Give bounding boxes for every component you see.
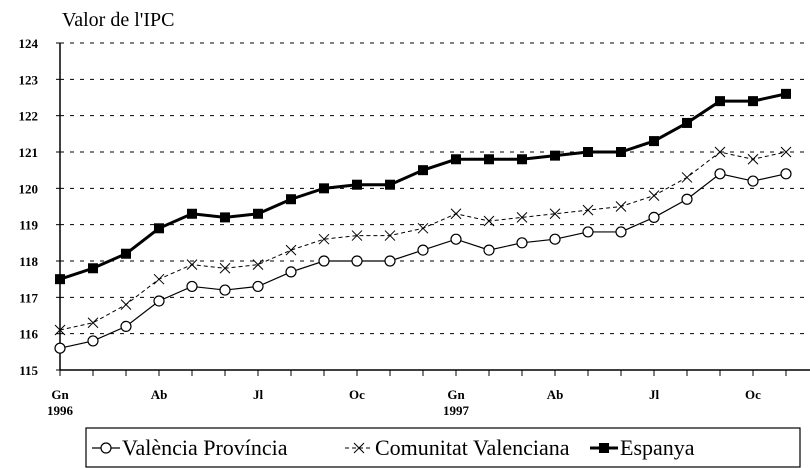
point	[54, 324, 66, 336]
point	[715, 96, 725, 107]
x-tick-label: Ab	[151, 387, 168, 402]
y-tick-label: 116	[19, 327, 38, 342]
point	[550, 150, 560, 161]
point	[385, 179, 395, 190]
point	[516, 212, 528, 223]
point	[318, 255, 330, 267]
point	[681, 172, 693, 183]
legend	[85, 427, 801, 468]
point	[286, 194, 296, 205]
point	[780, 146, 792, 158]
point	[648, 190, 660, 201]
point	[747, 153, 759, 165]
legend-marker	[100, 442, 112, 454]
point	[649, 136, 659, 147]
point	[87, 317, 99, 329]
point	[252, 280, 264, 293]
legend-label: València Província	[122, 435, 288, 460]
point	[285, 244, 297, 256]
point	[780, 168, 792, 180]
point	[450, 208, 462, 220]
point	[549, 208, 561, 220]
point	[220, 212, 230, 223]
x-tick-label: Gn	[51, 387, 69, 402]
point	[186, 280, 198, 293]
legend-label: Espanya	[620, 435, 695, 460]
point	[318, 233, 330, 245]
point	[450, 233, 462, 245]
point	[384, 230, 396, 241]
point	[582, 226, 594, 238]
point	[483, 215, 495, 227]
point	[418, 165, 428, 176]
point	[484, 154, 494, 165]
point	[582, 204, 594, 216]
point	[54, 342, 66, 354]
point	[615, 226, 627, 238]
point	[583, 147, 593, 157]
x-tick-label: Ab	[547, 387, 564, 402]
legend-label: Comunitat Valenciana	[375, 435, 570, 460]
point	[351, 230, 363, 241]
x-tick-label: Jl	[649, 387, 660, 402]
point	[351, 255, 363, 267]
point	[352, 179, 362, 190]
point	[451, 154, 461, 165]
point	[517, 154, 527, 165]
point	[87, 335, 99, 347]
point	[516, 237, 528, 249]
point	[120, 299, 132, 310]
point	[417, 222, 429, 234]
point	[483, 244, 495, 256]
point	[714, 168, 726, 180]
point	[714, 146, 726, 158]
point	[285, 266, 297, 278]
point	[748, 96, 758, 107]
y-tick-label: 121	[19, 145, 39, 160]
point	[616, 147, 626, 157]
point	[648, 211, 660, 223]
point	[747, 175, 759, 187]
point	[153, 273, 165, 285]
y-tick-label: 122	[19, 109, 39, 124]
series-line	[59, 151, 787, 331]
y-axis-title: Valor de l'IPC	[62, 9, 174, 31]
point	[384, 255, 396, 267]
y-tick-label: 124	[19, 36, 39, 51]
legend-marker	[353, 442, 365, 454]
x-tick-label: Jl	[253, 387, 264, 402]
point	[681, 193, 693, 205]
point	[186, 259, 198, 270]
x-tick-label: Oc	[745, 387, 761, 402]
x-tick-label: Gn	[447, 387, 465, 402]
point	[417, 244, 429, 256]
y-tick-label: 120	[19, 181, 39, 196]
y-tick-label: 115	[19, 363, 38, 378]
point	[253, 208, 263, 219]
point	[55, 274, 65, 285]
y-tick-label: 123	[19, 72, 39, 87]
point	[781, 88, 791, 99]
point	[219, 284, 231, 296]
point	[120, 320, 132, 332]
point	[88, 263, 98, 274]
y-tick-label: 118	[19, 254, 38, 269]
point	[121, 248, 131, 259]
x-tick-year: 1997	[443, 403, 470, 418]
point	[187, 208, 197, 219]
x-tick-year: 1996	[47, 403, 74, 418]
point	[682, 117, 692, 128]
point	[549, 233, 561, 245]
point	[615, 201, 627, 212]
y-tick-label: 119	[19, 218, 38, 233]
point	[252, 259, 264, 270]
y-tick-label: 117	[19, 290, 38, 305]
x-tick-label: Oc	[349, 387, 365, 402]
point	[219, 262, 231, 274]
legend-marker	[599, 443, 609, 453]
point	[153, 295, 165, 307]
point	[319, 183, 329, 194]
point	[154, 223, 164, 234]
